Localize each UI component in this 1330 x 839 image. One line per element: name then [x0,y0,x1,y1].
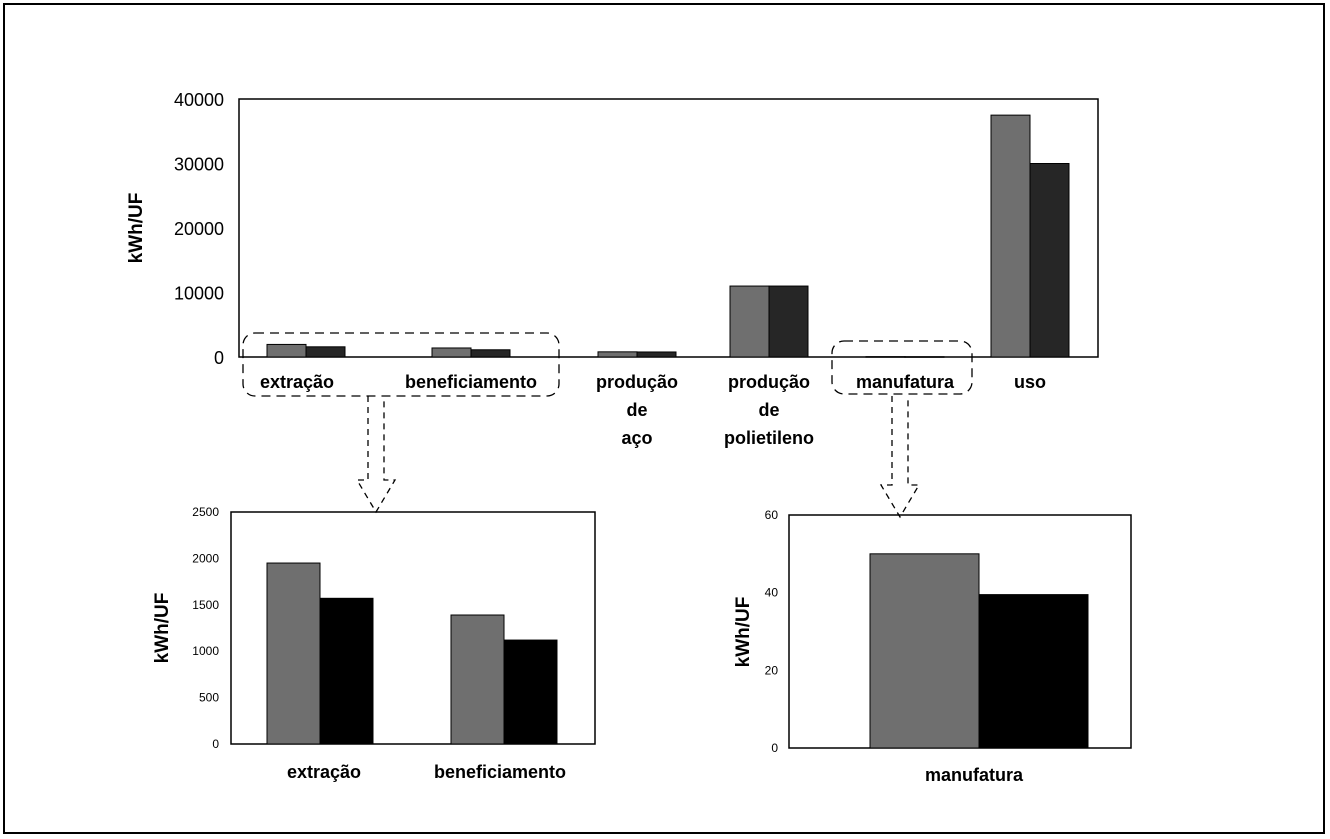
d2-bar [870,554,979,748]
main-bar [866,357,905,358]
main-y-tick-label: 10000 [174,284,224,304]
d1-bar [451,615,504,744]
detail2-category-labels: manufatura [925,765,1024,785]
main-bar [991,115,1030,357]
main-category-labels: extração beneficiamento produção de aço produ… [260,372,1046,448]
main-y-tick-label: 0 [214,348,224,368]
detail1-bars [267,563,557,744]
main-bar [730,286,769,357]
detail1-y-axis-label: kWh/UF [152,593,173,664]
main-category-label: produção de aço [596,372,678,448]
main-bar [1030,164,1069,358]
callout-arrow-right [881,396,919,517]
d1-y-tick-label: 2000 [192,551,219,565]
callout-arrow-left [357,396,395,512]
d2-category-label: manufatura [925,765,1024,785]
detail-chart-extraction: 0 500 1000 1500 2000 2500 extração beneficiame… [152,505,595,782]
d1-y-tick-label: 2500 [192,505,219,519]
d2-y-tick-label: 20 [765,663,779,677]
main-plot-area [239,99,1098,357]
main-bar [267,344,306,357]
d1-y-tick-label: 500 [199,691,219,705]
main-category-label: produção de polietileno [724,372,814,448]
main-category-label: extração [260,372,334,392]
main-y-ticks: 0 10000 20000 30000 40000 [174,90,224,368]
detail2-bars [870,554,1088,748]
main-category-label: manufatura [856,372,955,392]
d2-bar [979,595,1088,748]
detail2-y-ticks: 0 20 40 60 [765,508,779,755]
d1-category-label: beneficiamento [434,762,566,782]
main-y-tick-label: 40000 [174,90,224,110]
main-chart: 0 10000 20000 30000 40000 extração beneficiam… [126,90,1098,448]
main-category-label: beneficiamento [405,372,537,392]
d1-bar [504,640,557,744]
d2-y-tick-label: 40 [765,586,779,600]
d1-y-tick-label: 0 [212,737,219,751]
d1-category-label: extração [287,762,361,782]
main-bar [432,348,471,357]
main-y-axis-label: kWh/UF [126,193,147,264]
d1-y-tick-label: 1500 [192,598,219,612]
main-y-tick-label: 30000 [174,155,224,175]
main-bar [769,286,808,357]
detail2-y-axis-label: kWh/UF [733,597,754,668]
detail-chart-manufacturing: 0 20 40 60 manufatura kWh/UF [733,508,1131,785]
d1-y-tick-label: 1000 [192,644,219,658]
main-bar [637,352,676,357]
d2-y-tick-label: 60 [765,508,779,522]
d1-bar [320,598,373,744]
main-category-label: uso [1014,372,1046,392]
main-y-tick-label: 20000 [174,219,224,239]
d1-bar [267,563,320,744]
main-bar [598,352,637,357]
main-bar [905,357,944,358]
detail1-y-ticks: 0 500 1000 1500 2000 2500 [192,505,219,751]
d2-y-tick-label: 0 [771,741,778,755]
main-bar [471,350,510,357]
detail1-category-labels: extração beneficiamento [287,762,566,782]
main-bar [306,347,345,357]
main-bars [267,115,1069,357]
